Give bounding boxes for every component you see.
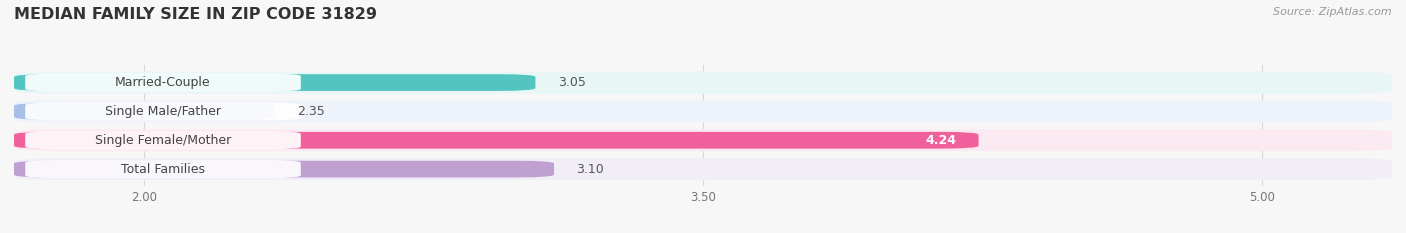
Text: Single Female/Mother: Single Female/Mother — [94, 134, 231, 147]
FancyBboxPatch shape — [14, 103, 274, 120]
Text: 4.24: 4.24 — [925, 134, 956, 147]
FancyBboxPatch shape — [14, 72, 1392, 93]
FancyBboxPatch shape — [25, 131, 301, 149]
Text: MEDIAN FAMILY SIZE IN ZIP CODE 31829: MEDIAN FAMILY SIZE IN ZIP CODE 31829 — [14, 7, 377, 22]
Text: Total Families: Total Families — [121, 163, 205, 176]
Text: Source: ZipAtlas.com: Source: ZipAtlas.com — [1274, 7, 1392, 17]
Text: Single Male/Father: Single Male/Father — [105, 105, 221, 118]
FancyBboxPatch shape — [14, 74, 536, 91]
FancyBboxPatch shape — [14, 132, 979, 149]
Text: Married-Couple: Married-Couple — [115, 76, 211, 89]
FancyBboxPatch shape — [14, 129, 1392, 151]
Text: 2.35: 2.35 — [297, 105, 325, 118]
FancyBboxPatch shape — [14, 158, 1392, 180]
FancyBboxPatch shape — [25, 160, 301, 178]
FancyBboxPatch shape — [25, 103, 301, 120]
Text: 3.10: 3.10 — [576, 163, 605, 176]
FancyBboxPatch shape — [14, 161, 554, 178]
Text: 3.05: 3.05 — [558, 76, 586, 89]
FancyBboxPatch shape — [25, 74, 301, 92]
FancyBboxPatch shape — [14, 100, 1392, 122]
